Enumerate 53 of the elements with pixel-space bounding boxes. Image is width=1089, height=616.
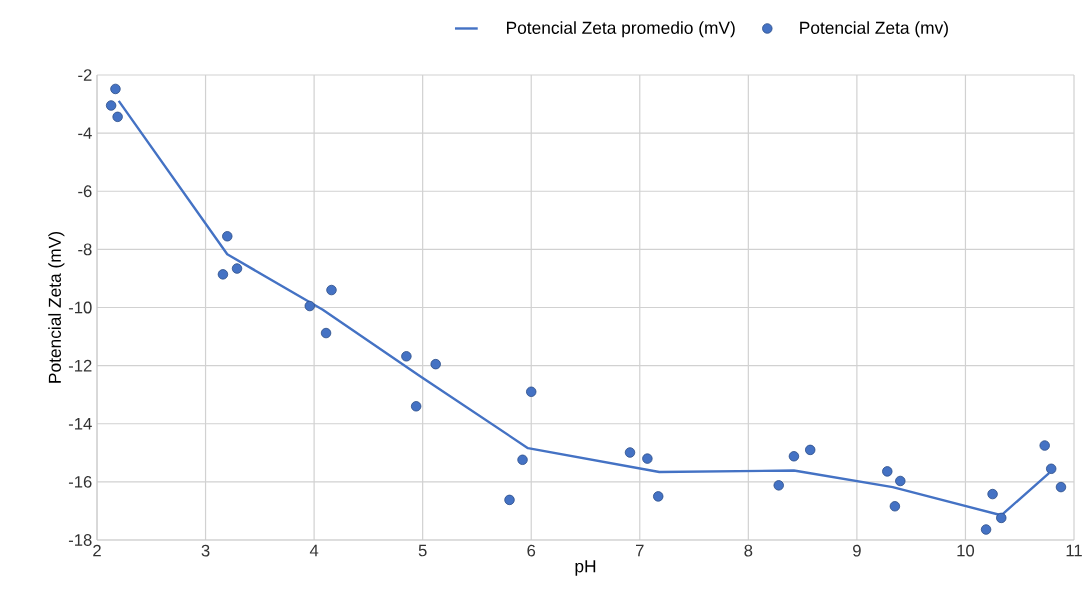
x-tick-label: 3 [201, 544, 210, 557]
x-axis-title: pH [575, 560, 596, 576]
legend-label: Potencial Zeta (mv) [800, 21, 948, 38]
point [231, 263, 243, 274]
x-tick-label: 9 [853, 544, 861, 557]
y-tick-label: -4 [78, 127, 92, 139]
point [653, 491, 664, 502]
point [222, 231, 233, 242]
x-tick-label: 2 [93, 544, 101, 557]
y-tick-label: -10 [68, 301, 92, 314]
point [304, 300, 315, 312]
point [889, 501, 901, 512]
point [217, 269, 229, 280]
point [504, 494, 515, 506]
point [112, 111, 123, 123]
point [110, 83, 121, 95]
point [987, 488, 998, 500]
x-tick-label: 7 [636, 544, 644, 557]
legend-label: Potencial Zeta promedio (mV) [507, 21, 735, 38]
y-tick-label: -8 [78, 243, 92, 256]
y-tick-label: -14 [68, 418, 92, 430]
point [526, 386, 537, 397]
y-tick-label: -6 [78, 185, 92, 198]
point [517, 454, 528, 465]
point [326, 284, 337, 296]
point [882, 466, 893, 477]
point [980, 524, 992, 535]
y-tick-label: -18 [68, 534, 92, 546]
point [805, 444, 816, 456]
point [320, 327, 332, 339]
point [624, 447, 636, 458]
point [773, 480, 784, 491]
point [642, 453, 653, 464]
y-axis-title: Potencial Zeta (mV) [48, 232, 65, 383]
x-tick-label: 5 [418, 544, 427, 557]
point [1055, 481, 1067, 493]
x-tick-label: 6 [527, 544, 536, 557]
point [105, 100, 117, 111]
point [788, 451, 800, 462]
point [895, 475, 906, 487]
point [1046, 463, 1057, 474]
x-tick-label: 4 [309, 544, 319, 557]
point [1039, 440, 1050, 451]
x-tick-label: 8 [744, 544, 753, 557]
point [410, 401, 422, 412]
x-tick-label: 10 [957, 544, 975, 557]
y-tick-label: -12 [68, 359, 92, 372]
point [430, 358, 441, 370]
point [996, 512, 1007, 524]
point [401, 351, 412, 362]
x-tick-label: 11 [1066, 544, 1082, 557]
y-tick-label: -2 [78, 69, 92, 81]
y-tick-label: -16 [68, 475, 92, 488]
